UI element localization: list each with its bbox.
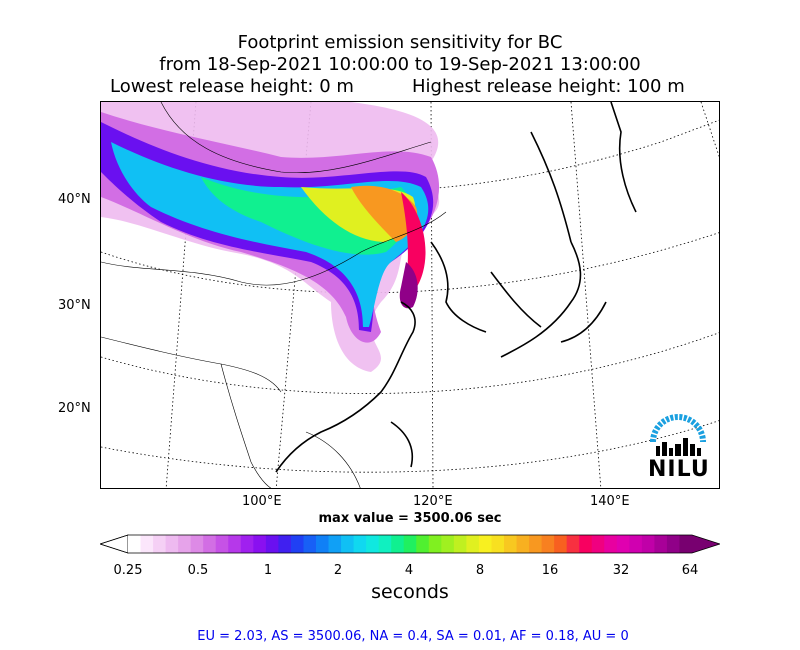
colorbar-swatch [128,535,142,553]
colorbar-swatch [303,535,317,553]
lon-label-140: 140°E [590,494,630,509]
colorbar-swatch [391,535,405,553]
colorbar-swatch [341,535,355,553]
cbar-tick-5: 8 [475,563,485,578]
region-summary: EU = 2.03, AS = 3500.06, NA = 0.4, SA = … [197,629,629,644]
colorbar-swatch [579,535,593,553]
colorbar-swatch [491,535,505,553]
colorbar-swatch [541,535,555,553]
colorbar-swatch [153,535,167,553]
colorbar-swatch [328,535,342,553]
cbar-tick-0: 0.25 [113,563,143,578]
lowest-release-height: Lowest release height: 0 m [110,76,354,97]
footprint-map [101,102,719,488]
colorbar-swatch [679,535,693,553]
colorbar-low-arrow [100,534,129,554]
colorbar-swatch [654,535,668,553]
colorbar-swatch [403,535,417,553]
colorbar-swatch [566,535,580,553]
max-value-label: max value = 3500.06 sec [318,511,502,526]
cbar-tick-6: 16 [541,563,559,578]
lat-label-20: 20°N [58,401,91,416]
lat-label-40: 40°N [58,192,91,207]
colorbar-swatch [378,535,392,553]
colorbar-swatch [529,535,543,553]
colorbar-swatch [416,535,430,553]
colorbar-swatch [604,535,618,553]
colorbar-swatch [666,535,680,553]
colorbar [100,534,720,554]
colorbar-swatch [441,535,455,553]
colorbar-swatch [554,535,568,553]
footprint-plume [101,102,440,372]
colorbar-swatch [516,535,530,553]
title-line-1: Footprint emission sensitivity for BC [237,32,563,53]
highest-release-height: Highest release height: 100 m [412,76,685,97]
colorbar-high-arrow [692,535,720,553]
cbar-tick-8: 64 [681,563,699,578]
lon-label-100: 100°E [242,494,282,509]
cbar-tick-2: 1 [263,563,273,578]
colorbar-swatch [203,535,217,553]
colorbar-swatch [629,535,643,553]
lon-label-120: 120°E [413,494,453,509]
colorbar-label: seconds [371,581,449,603]
cbar-tick-7: 32 [612,563,630,578]
colorbar-swatch [641,535,655,553]
colorbar-swatch [616,535,630,553]
country-borders [101,102,447,488]
colorbar-swatch [178,535,192,553]
colorbar-swatch [165,535,179,553]
map-panel [100,101,720,489]
nilu-logo-text: NILU [648,457,710,482]
colorbar-swatch [466,535,480,553]
colorbar-swatch [140,535,154,553]
nilu-logo [650,414,706,456]
coastlines [275,102,637,473]
lat-label-30: 30°N [58,298,91,313]
cbar-tick-1: 0.5 [187,563,209,578]
colorbar-swatch [240,535,254,553]
colorbar-outline [100,534,720,554]
colorbar-swatch [453,535,467,553]
cbar-tick-4: 4 [404,563,414,578]
cbar-tick-3: 2 [333,563,343,578]
colorbar-swatch [366,535,380,553]
colorbar-swatch [428,535,442,553]
colorbar-swatch [278,535,292,553]
colorbar-swatch [316,535,330,553]
colorbar-swatch [265,535,279,553]
colorbar-swatch [478,535,492,553]
colorbar-swatch [215,535,229,553]
colorbar-swatch [190,535,204,553]
colorbar-swatch [591,535,605,553]
colorbar-swatch [253,535,267,553]
colorbar-swatch [290,535,304,553]
colorbar-swatch [504,535,518,553]
colorbar-swatch [228,535,242,553]
title-line-2: from 18-Sep-2021 10:00:00 to 19-Sep-2021… [159,54,641,75]
colorbar-swatch [353,535,367,553]
